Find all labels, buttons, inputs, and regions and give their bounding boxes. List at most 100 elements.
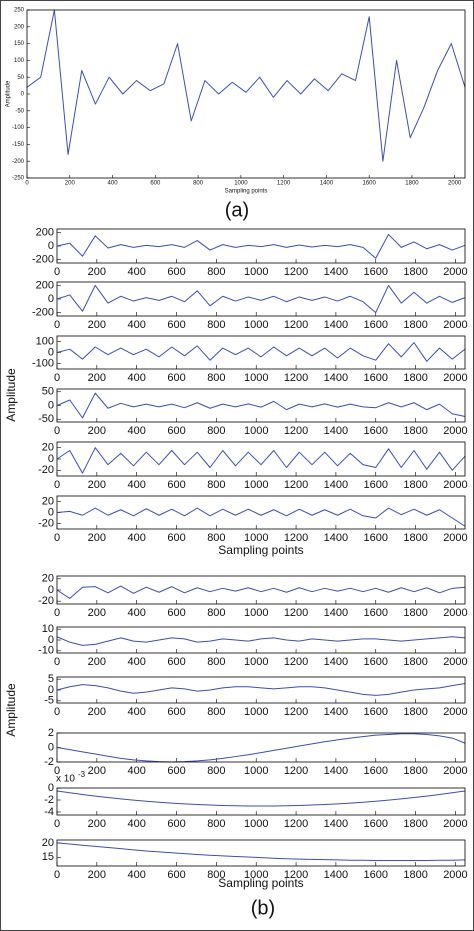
plot-frame	[56, 388, 466, 423]
x-tick-label: 1200	[284, 656, 308, 668]
y-tick-label: -200	[32, 307, 54, 319]
y-tick-label: 0	[48, 741, 54, 753]
x-tick-label: 400	[128, 818, 146, 830]
x-tick-label: 600	[167, 479, 185, 491]
y-tick-label: 15	[42, 851, 54, 863]
x-tick-label: 1400	[324, 532, 348, 544]
y-tick-label: -150	[12, 142, 25, 148]
signal-line	[26, 9, 466, 162]
x-tick-label: 400	[128, 532, 146, 544]
x-tick-label: 1200	[277, 181, 291, 187]
signal-line	[56, 683, 466, 696]
x-tick-label: 800	[207, 425, 225, 437]
signal-line	[56, 447, 466, 474]
x-tick-label: 200	[88, 266, 106, 278]
x-tick-label: 1600	[364, 607, 388, 619]
y-tick-label: 0	[48, 346, 54, 358]
y-axis-label: Amplitude	[6, 80, 12, 107]
x-tick-label: 1400	[324, 372, 348, 384]
plot-frame	[56, 626, 466, 654]
y-tick-label: 50	[42, 386, 54, 398]
x-tick-label: 800	[207, 818, 225, 830]
y-tick-label: 50	[17, 75, 24, 81]
y-tick-label: -100	[12, 125, 25, 131]
signal-line	[56, 233, 466, 259]
x-tick-label: 0	[54, 532, 60, 544]
x-tick-label: 1000	[244, 656, 268, 668]
y-axis-label: Amplitude	[4, 683, 18, 737]
x-tick-label: 1800	[403, 532, 427, 544]
x-axis-label: Sampling points	[225, 189, 268, 195]
x-tick-label: 1200	[284, 818, 308, 830]
x-tick-label: 1800	[403, 607, 427, 619]
x-tick-label: 400	[128, 319, 146, 331]
y-tick-label: 0	[48, 240, 54, 252]
x-tick-label: 2000	[448, 181, 462, 187]
x-tick-label: 400	[128, 765, 146, 777]
x-tick-label: 1200	[284, 532, 308, 544]
x-tick-label: 1800	[403, 266, 427, 278]
x-tick-label: 800	[207, 765, 225, 777]
signal-line	[56, 507, 466, 527]
y-tick-label: -100	[32, 357, 54, 369]
x-tick-label: 0	[54, 706, 60, 718]
x-tick-label: 1600	[364, 706, 388, 718]
x-tick-label: 200	[88, 607, 106, 619]
y-tick-label: -50	[38, 413, 54, 425]
x-tick-label: 1600	[364, 765, 388, 777]
x-tick-label: 200	[88, 706, 106, 718]
x-tick-label: 1400	[324, 425, 348, 437]
x-tick-label: 200	[88, 425, 106, 437]
plot-frame	[56, 228, 466, 264]
x-tick-label: 0	[54, 372, 60, 384]
x-tick-label: 800	[207, 706, 225, 718]
signal-line	[56, 284, 466, 314]
x-tick-label: 1800	[403, 706, 427, 718]
signal-line	[56, 585, 466, 599]
x-tick-label: 0	[54, 818, 60, 830]
y-tick-label: 0	[21, 92, 25, 98]
x-tick-label: 2000	[443, 532, 467, 544]
x-tick-label: 1800	[403, 319, 427, 331]
x-tick-label: 400	[128, 479, 146, 491]
y-tick-label: 0	[48, 584, 54, 596]
signal-line	[56, 636, 466, 646]
y-tick-label: -20	[38, 464, 54, 476]
x-tick-label: 1200	[284, 479, 308, 491]
x-tick-label: 1000	[244, 869, 268, 881]
x-tick-label: 1000	[244, 607, 268, 619]
panel-label: (b)	[251, 897, 275, 919]
y-tick-label: -200	[12, 159, 25, 165]
x-tick-label: 0	[54, 425, 60, 437]
y-tick-label: 0	[48, 782, 54, 794]
x-tick-label: 200	[88, 532, 106, 544]
x-tick-label: 1600	[363, 181, 377, 187]
x-tick-label: 2000	[443, 869, 467, 881]
x-axis-label: Sampling points	[218, 543, 303, 557]
x-tick-label: 1000	[244, 479, 268, 491]
x-tick-label: 1800	[403, 479, 427, 491]
x-tick-label: 1800	[403, 818, 427, 830]
y-tick-label: -50	[15, 108, 24, 114]
x-tick-label: 1000	[234, 181, 248, 187]
x-tick-label: 2000	[443, 706, 467, 718]
x-tick-label: 600	[167, 706, 185, 718]
x-tick-label: 1200	[284, 319, 308, 331]
y-tick-label: 150	[14, 41, 25, 47]
x-tick-label: 1400	[320, 181, 334, 187]
x-tick-label: 400	[128, 656, 146, 668]
x-tick-label: 0	[54, 869, 60, 881]
x-tick-label: 1600	[364, 869, 388, 881]
y-tick-label: -10	[38, 645, 54, 657]
y-tick-label: 0	[48, 506, 54, 518]
y-tick-label: 0	[48, 453, 54, 465]
plot-frame	[56, 676, 466, 704]
x-tick-label: 200	[88, 656, 106, 668]
x-tick-label: 1800	[403, 765, 427, 777]
x-tick-label: 1400	[324, 765, 348, 777]
x-tick-label: 1600	[364, 425, 388, 437]
x-tick-label: 600	[167, 319, 185, 331]
y-tick-label: 5	[48, 673, 54, 685]
plot-frame	[26, 9, 466, 179]
